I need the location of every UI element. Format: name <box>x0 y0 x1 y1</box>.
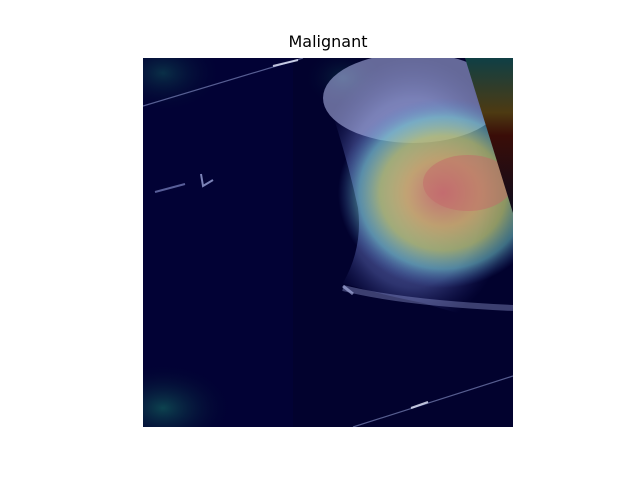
figure-title: Malignant <box>288 32 368 51</box>
ultrasound-heatmap-image <box>143 58 513 427</box>
